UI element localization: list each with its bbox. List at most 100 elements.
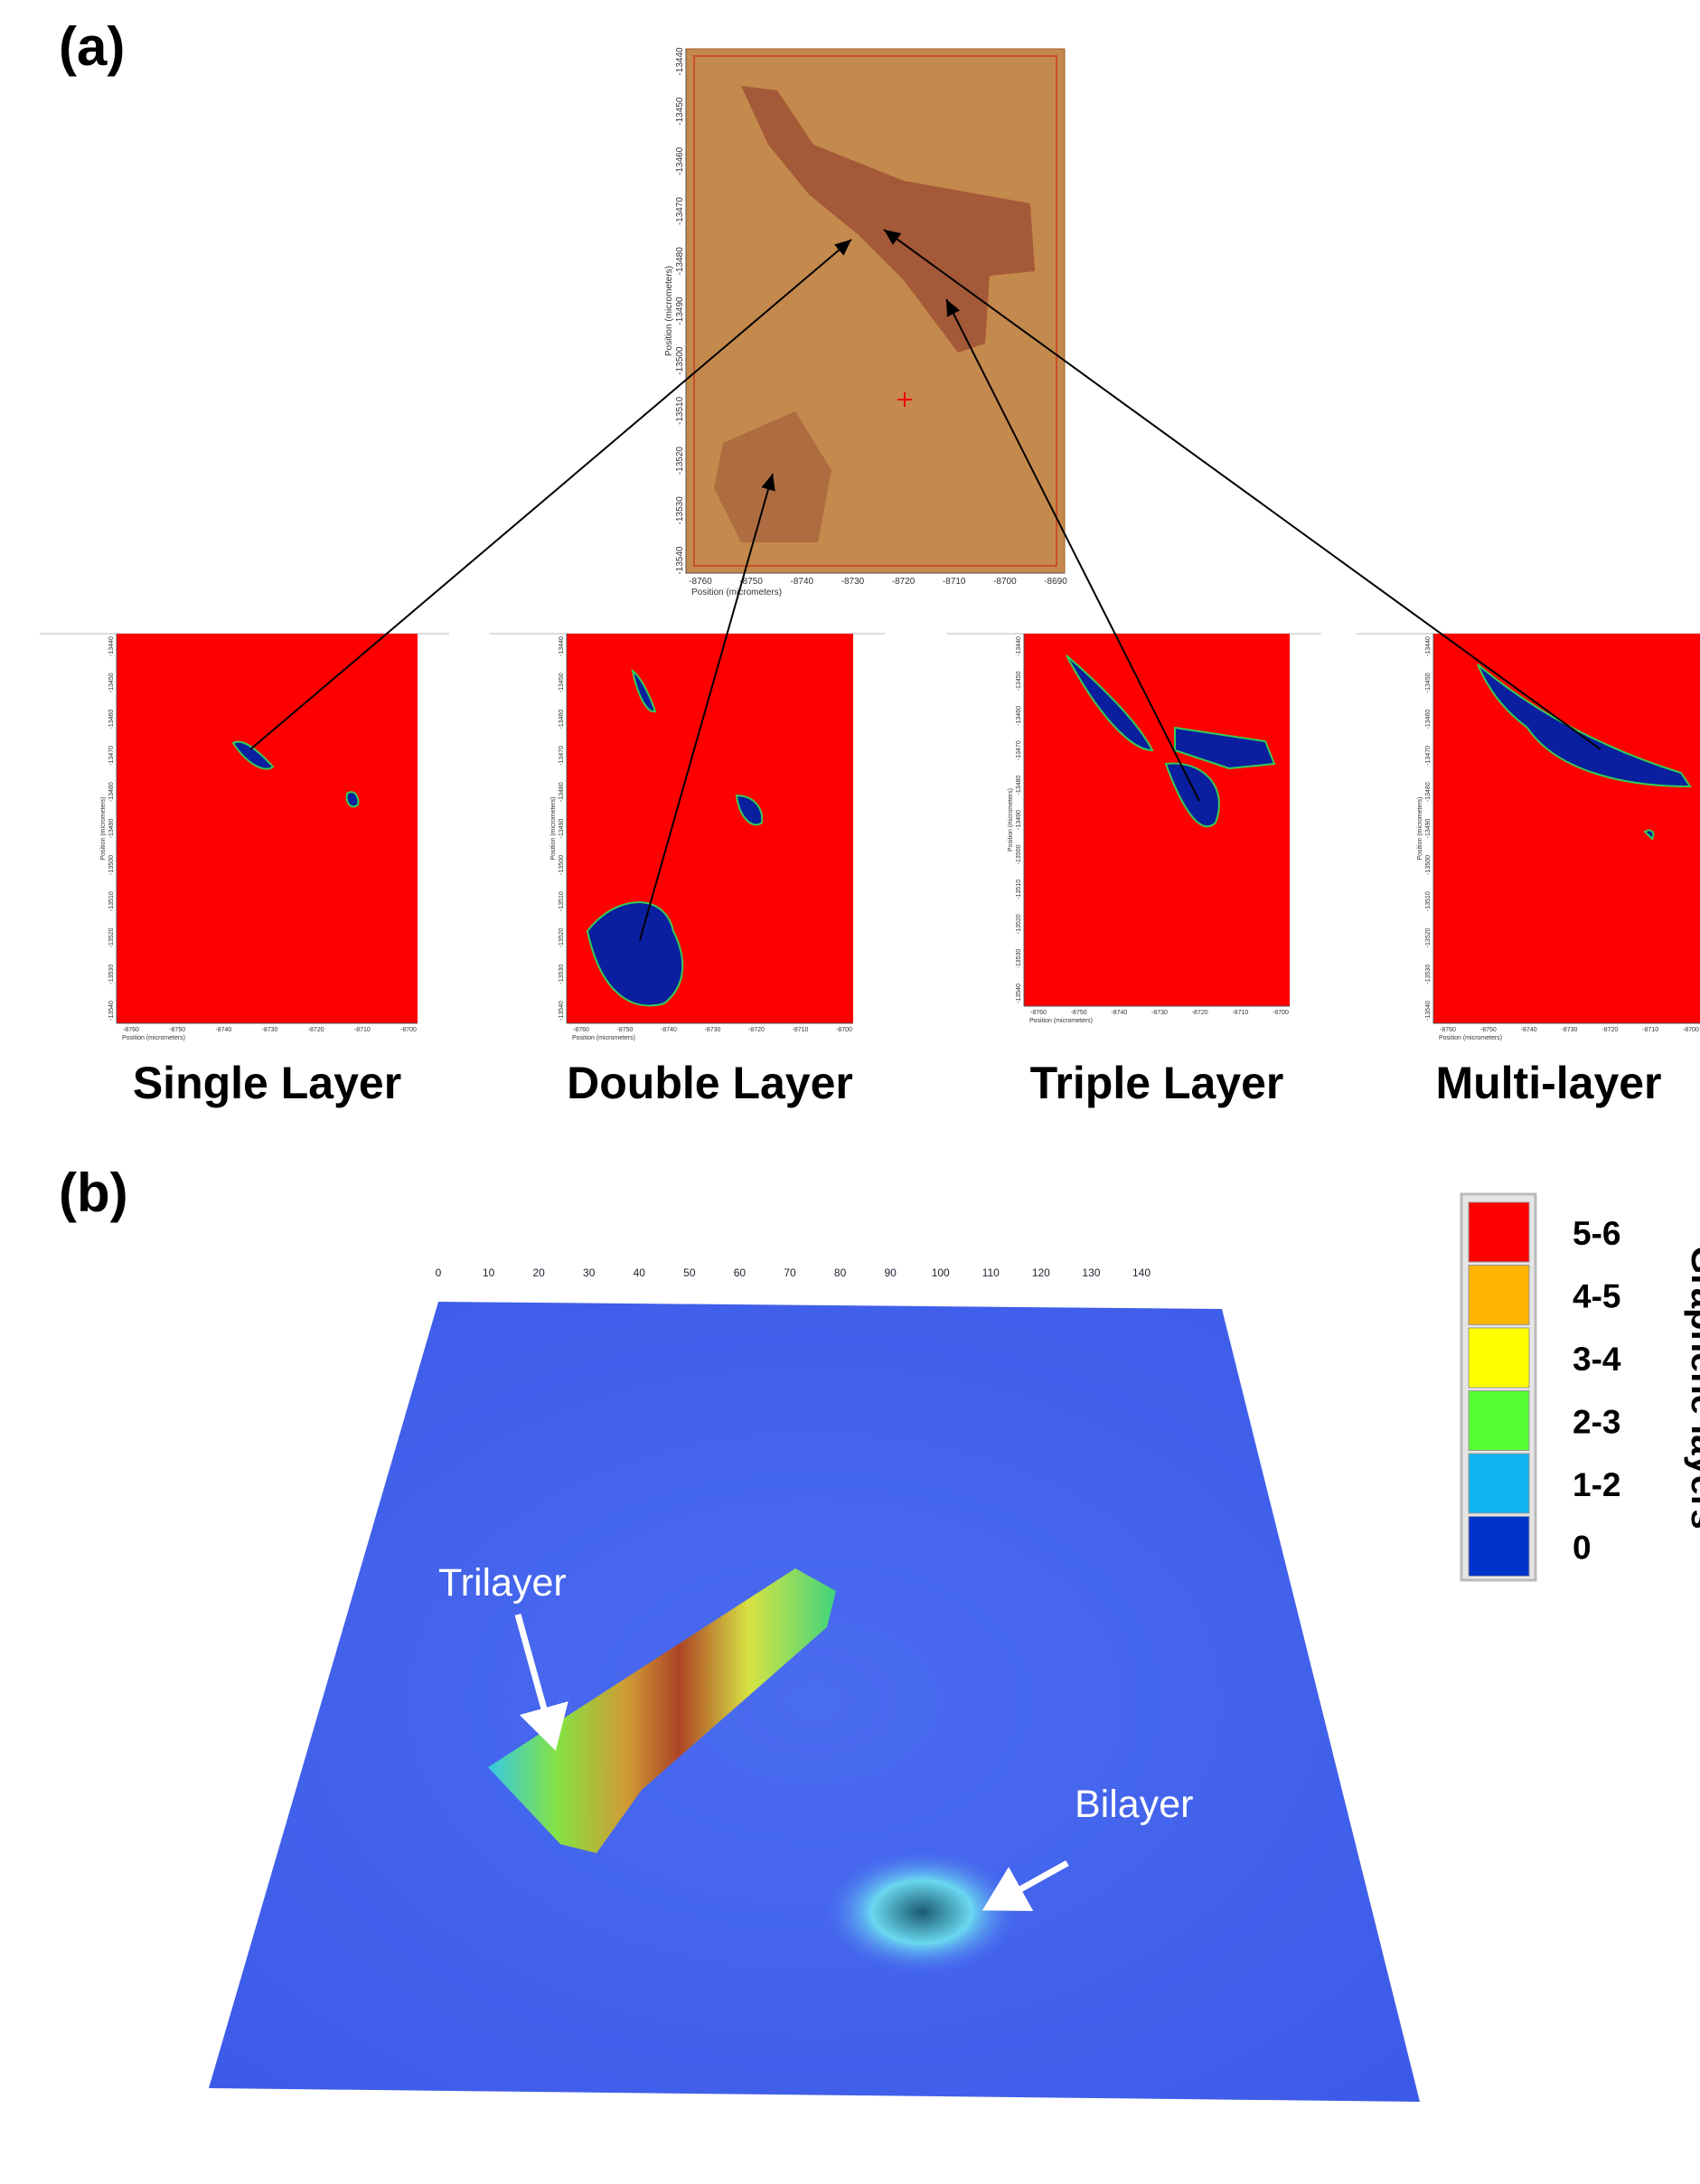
legend-label: 5-6 bbox=[1573, 1215, 1620, 1252]
x-tick-label: -8720 bbox=[1601, 1027, 1618, 1033]
axis-tick-label: 110 bbox=[982, 1266, 1000, 1279]
layer-region bbox=[1066, 654, 1276, 828]
x-tick-label: -8740 bbox=[1111, 1010, 1127, 1016]
y-tick-label: -13490 bbox=[559, 818, 565, 838]
y-tick-label: -13440 bbox=[108, 636, 115, 656]
surface bbox=[209, 1302, 1420, 2102]
annotation-arrow bbox=[981, 1859, 1069, 1912]
axis: 0 10 20 30 40 50 60 70 80 90 100 110 120 130 140 bbox=[436, 1266, 1151, 1279]
y-tick-label: -13460 bbox=[675, 146, 685, 175]
y-tick-label: -13480 bbox=[1016, 776, 1022, 795]
y-tick-label: -13510 bbox=[1016, 880, 1022, 899]
axis-tick-label: 80 bbox=[834, 1266, 847, 1279]
y-tick-label: -13460 bbox=[1425, 710, 1432, 730]
y-tick-label: -13540 bbox=[559, 1001, 565, 1021]
annotation-arrow bbox=[514, 1614, 568, 1751]
y-tick-label: -13450 bbox=[1016, 671, 1022, 691]
y-tick-label: -13490 bbox=[1016, 810, 1022, 830]
x-tick-label: -8710 bbox=[1642, 1027, 1658, 1033]
x-tick-label: -8740 bbox=[661, 1027, 677, 1033]
x-axis-label: Position (micrometers) bbox=[122, 1035, 185, 1041]
y-tick-label: -13440 bbox=[1425, 636, 1432, 656]
x-tick-label: -8740 bbox=[1521, 1027, 1537, 1033]
maps: -8760 -8750 -8740 -8730 -8720 -8710 -8700 Posit… bbox=[40, 633, 1700, 1108]
y-tick-label: -13450 bbox=[675, 97, 685, 126]
x-tick-label: -8700 bbox=[836, 1027, 852, 1033]
x-tick-label: -8720 bbox=[892, 577, 916, 587]
y-tick-label: -13470 bbox=[559, 746, 565, 766]
y-tick-label: -13510 bbox=[108, 891, 115, 911]
micrograph: -8760 -8750 -8740 -8730 -8720 -8710 -8700 -8690… bbox=[664, 47, 1067, 598]
y-tick-label: -13500 bbox=[1425, 855, 1432, 875]
layer-map: -8760 -8750 -8740 -8730 -8720 -8710 -8700 Posit… bbox=[1357, 633, 1700, 1108]
y-tick-label: -13470 bbox=[675, 197, 685, 226]
y-tick-label: -13490 bbox=[108, 818, 115, 838]
x-tick-label: -8720 bbox=[1192, 1010, 1208, 1016]
y-tick-label: -13440 bbox=[675, 47, 685, 76]
y-tick-label: -13460 bbox=[108, 710, 115, 730]
y-tick-label: -13500 bbox=[559, 855, 565, 875]
map-label: Single Layer bbox=[133, 1058, 401, 1108]
y-tick-label: -13460 bbox=[1016, 706, 1022, 726]
map-label: Double Layer bbox=[567, 1058, 853, 1108]
x-tick-label: -8710 bbox=[1232, 1010, 1248, 1016]
x-axis-label: Position (micrometers) bbox=[1439, 1035, 1502, 1041]
x-tick-label: -8700 bbox=[400, 1027, 417, 1033]
layer-map: -8760 -8750 -8740 -8730 -8720 -8710 -8700 Posit… bbox=[490, 633, 885, 1108]
legend-label: 1-2 bbox=[1573, 1466, 1620, 1503]
layer-region bbox=[586, 668, 764, 1007]
x-tick-label: -8730 bbox=[1151, 1010, 1168, 1016]
x-tick-label: -8750 bbox=[617, 1027, 634, 1033]
panel-label: (b) bbox=[59, 1163, 128, 1223]
legend-swatch bbox=[1468, 1390, 1530, 1451]
y-tick-label: -13520 bbox=[559, 927, 565, 947]
x-tick-label: -8720 bbox=[748, 1027, 765, 1033]
map-image bbox=[1024, 634, 1290, 1006]
legend-title: Graphene layers bbox=[1684, 1246, 1700, 1530]
axis-tick-label: 90 bbox=[884, 1266, 897, 1279]
x-tick-label: -8740 bbox=[215, 1027, 231, 1033]
y-tick-label: -13450 bbox=[559, 673, 565, 692]
annotation: Trilayer bbox=[438, 1561, 567, 1605]
arrow bbox=[639, 473, 775, 941]
map-label: Triple Layer bbox=[1030, 1058, 1284, 1108]
arrow bbox=[945, 298, 1200, 802]
x-tick-label: -8700 bbox=[993, 577, 1017, 587]
y-tick-label: -13470 bbox=[1016, 740, 1022, 760]
x-tick-label: -8750 bbox=[1480, 1027, 1497, 1033]
x-tick-label: -8710 bbox=[943, 577, 966, 587]
y-tick-label: -13500 bbox=[1016, 844, 1022, 864]
arrow bbox=[883, 229, 1601, 750]
y-tick-label: -13450 bbox=[1425, 673, 1432, 692]
layer-region bbox=[231, 740, 360, 808]
y-axis-label: Position (micrometers) bbox=[664, 266, 674, 356]
x-tick-label: -8760 bbox=[1440, 1027, 1456, 1033]
y-axis-label: Position (micrometers) bbox=[550, 796, 557, 860]
axis-tick-label: 100 bbox=[932, 1266, 950, 1279]
x-tick-label: -8710 bbox=[354, 1027, 371, 1033]
axis-tick-label: 20 bbox=[532, 1266, 545, 1279]
bilayer-bump bbox=[822, 1849, 1021, 1975]
y-tick-label: -13510 bbox=[675, 396, 685, 425]
y-tick-label: -13480 bbox=[559, 782, 565, 802]
y-tick-label: -13520 bbox=[1016, 914, 1022, 934]
y-tick-label: -13470 bbox=[108, 746, 115, 766]
map-image bbox=[1433, 634, 1700, 1023]
x-tick-label: -8730 bbox=[262, 1027, 278, 1033]
y-tick-label: -13540 bbox=[108, 1001, 115, 1021]
map-label: Multi-layer bbox=[1435, 1058, 1661, 1108]
y-tick-label: -13460 bbox=[559, 710, 565, 730]
x-tick-label: -8740 bbox=[790, 577, 813, 587]
x-axis-label: Position (micrometers) bbox=[1029, 1018, 1093, 1024]
y-tick-label: -13520 bbox=[1425, 927, 1432, 947]
x-tick-label: -8730 bbox=[705, 1027, 721, 1033]
axis-tick-label: 30 bbox=[583, 1266, 596, 1279]
y-tick-label: -13540 bbox=[1425, 1001, 1432, 1021]
y-tick-label: -13530 bbox=[559, 965, 565, 984]
crosshair bbox=[897, 392, 912, 407]
y-tick-label: -13490 bbox=[1425, 818, 1432, 838]
y-tick-label: -13450 bbox=[108, 673, 115, 692]
axis-tick-label: 50 bbox=[683, 1266, 696, 1279]
